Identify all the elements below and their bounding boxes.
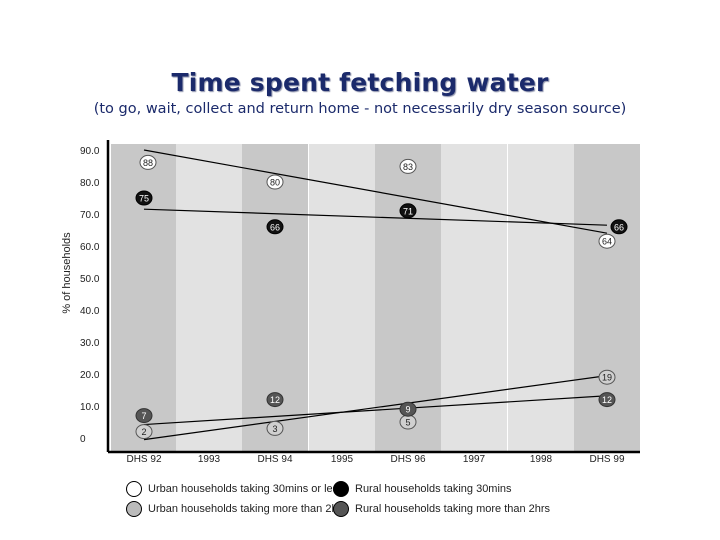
x-tick-label: DHS 94 [257,454,292,465]
data-point-series-1 [266,174,284,190]
legend-item-series-2: Rural households taking 30mins [333,481,512,497]
y-tick-label: 50.0 [80,274,100,285]
legend-swatch [126,481,142,497]
chart-title: Time spent fetching water [171,68,549,97]
band-1995 [309,144,375,452]
data-label: 66 [614,222,624,232]
legend-label: Rural households taking more than 2hrs [355,503,551,515]
data-label: 80 [270,178,280,188]
x-tick-label: DHS 92 [126,454,161,465]
trend-line-series-4 [143,395,608,426]
y-tick-label: 30.0 [80,338,100,349]
band-dhs-92 [111,144,177,452]
x-tick-label: 1993 [198,454,221,465]
legend-swatch [126,501,142,517]
data-point-series-1 [139,154,157,170]
trend-line-series-1 [143,149,608,234]
x-tick-label: DHS 96 [390,454,425,465]
data-point-series-1 [598,233,616,249]
data-point-series-2 [266,219,284,235]
y-tick-label: 60.0 [80,242,100,253]
data-label: 75 [139,194,149,204]
data-point-series-2 [610,219,628,235]
band-1993 [176,144,242,452]
data-point-series-4 [598,392,616,408]
legend-label: Rural households taking 30mins [355,483,512,495]
data-point-series-4 [399,401,417,417]
x-tick-label: 1998 [530,454,553,465]
data-label: 2 [141,427,146,437]
x-tick-label: 1995 [331,454,354,465]
y-tick-label: 10.0 [80,402,100,413]
legend-item-series-4: Rural households taking more than 2hrs [333,501,550,517]
legend-label: Urban households taking more than 2hrs [148,503,347,515]
data-point-series-3 [135,424,153,440]
data-label: 83 [403,162,413,172]
y-axis-label: % of households [61,232,73,314]
x-tick-label: DHS 99 [589,454,624,465]
legend-item-series-3: Urban households taking more than 2hrs [126,501,347,517]
data-label: 71 [403,206,413,216]
legend-swatch [333,481,349,497]
data-point-series-4 [135,408,153,424]
data-point-series-3 [598,369,616,385]
data-label: 12 [270,395,280,405]
data-point-series-3 [266,420,284,436]
y-tick-label: 90.0 [80,146,100,157]
data-label: 88 [143,158,153,168]
data-point-series-2 [135,190,153,206]
y-tick-label: 70.0 [80,210,100,221]
data-label: 66 [270,222,280,232]
data-point-series-4 [266,392,284,408]
legend-label: Urban households taking 30mins or less [148,483,344,495]
legend-swatch [333,501,349,517]
data-point-series-2 [399,203,417,219]
y-tick-label: 80.0 [80,178,100,189]
y-tick-label: 20.0 [80,370,100,381]
x-tick-label: 1997 [463,454,486,465]
data-label: 5 [405,418,410,428]
data-label: 9 [405,405,410,415]
data-label: 64 [602,237,612,247]
data-point-series-1 [399,158,417,174]
data-label: 3 [272,424,277,434]
legend-item-series-1: Urban households taking 30mins or less [126,481,344,497]
data-label: 19 [602,373,612,383]
y-tick-label: 0 [80,434,86,445]
trend-line-series-2 [143,208,608,226]
band-1998 [508,144,574,452]
trend-line-series-3 [143,375,608,441]
band-1997 [441,144,507,452]
data-label: 12 [602,395,612,405]
y-tick-label: 40.0 [80,306,100,317]
chart-subtitle: (to go, wait, collect and return home - … [93,101,627,117]
data-label: 7 [141,411,146,421]
